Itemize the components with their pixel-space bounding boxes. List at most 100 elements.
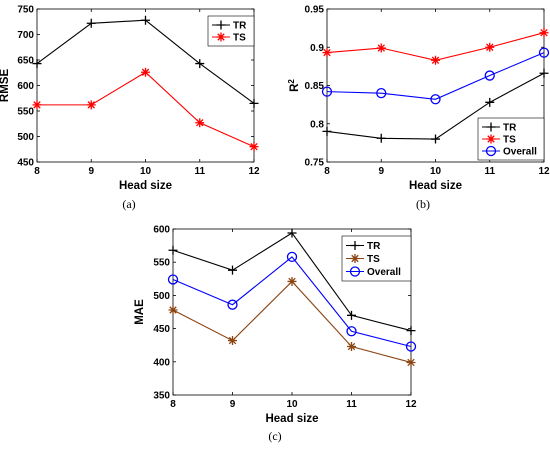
x-tick-label: 10 <box>286 399 298 410</box>
legend-label-ts: TS <box>233 33 246 44</box>
x-tick-label: 11 <box>484 166 495 177</box>
data-point-ts <box>228 336 237 346</box>
y-tick-label: 0.9 <box>310 43 324 54</box>
x-tick-label: 8 <box>34 166 40 177</box>
data-point-tr <box>376 133 386 143</box>
x-tick-label: 8 <box>324 166 330 177</box>
y-axis-label-superscript: 2 <box>287 79 296 84</box>
caption-a: (a) <box>122 197 135 211</box>
y-tick-label: 450 <box>153 324 170 335</box>
data-point-tr <box>141 15 150 25</box>
legend-marker-tr <box>350 241 360 250</box>
data-point-ts <box>539 28 549 38</box>
y-axis-label: RMSE <box>0 69 11 103</box>
data-point-overall <box>484 70 495 81</box>
data-point-tr <box>431 134 440 144</box>
legend-label-tr: TR <box>503 123 517 134</box>
legend-label-overall: Overall <box>367 267 401 278</box>
x-tick-label: 11 <box>194 166 205 177</box>
data-point-ts <box>249 142 259 152</box>
chart-panel-a: 8 9 10 11 12 450 500 550 600 650 700 750 Head size RM… <box>0 5 260 193</box>
y-tick-label: 450 <box>17 158 34 169</box>
data-point-ts <box>86 100 96 110</box>
data-point-tr <box>168 245 178 255</box>
data-point-overall <box>167 274 179 285</box>
data-point-ts <box>376 43 386 53</box>
x-axis-label: Head size <box>409 180 462 192</box>
data-point-overall <box>538 47 550 58</box>
legend-label-ts: TS <box>367 254 380 265</box>
data-point-ts <box>431 55 440 65</box>
x-tick-label: 10 <box>140 166 152 177</box>
data-point-tr <box>228 265 237 275</box>
y-tick-label: 500 <box>153 291 170 302</box>
y-tick-label: 0.8 <box>310 119 324 130</box>
y-tick-label: 0.75 <box>305 158 325 169</box>
legend-marker-overall <box>349 266 361 277</box>
series-line-overall <box>172 256 412 348</box>
caption-b: (b) <box>416 197 430 211</box>
data-point-ts <box>32 100 42 110</box>
y-tick-label: 700 <box>17 30 34 41</box>
legend-box <box>207 15 255 47</box>
data-point-overall <box>405 341 417 352</box>
data-point-ts <box>347 342 356 352</box>
series-line-overall <box>326 52 545 100</box>
legend-marker-overall <box>485 145 497 157</box>
x-tick-label: 9 <box>230 399 236 410</box>
x-axis-label: Head size <box>119 180 172 192</box>
y-tick-label: 750 <box>17 5 34 16</box>
data-point-tr <box>32 59 42 69</box>
legend-label-overall: Overall <box>503 147 537 158</box>
y-axis-label: MAE <box>134 299 146 325</box>
data-point-ts <box>287 276 297 286</box>
data-point-overall <box>286 251 298 263</box>
data-point-tr <box>195 59 205 69</box>
legend-marker-ts <box>350 254 360 263</box>
data-point-tr <box>347 310 356 320</box>
data-point-overall <box>430 94 441 105</box>
legend-marker-ts <box>486 134 496 144</box>
x-tick-label: 9 <box>88 166 94 177</box>
legend-label-ts: TS <box>503 135 516 146</box>
data-point-ts <box>195 118 205 128</box>
y-tick-label: 600 <box>17 81 34 92</box>
y-tick-label: 350 <box>153 391 170 402</box>
chart-panel-c: 8 9 10 11 12 350 400 450 500 550 600 Head size MAE TR… <box>134 225 417 426</box>
x-tick-label: 11 <box>346 399 357 410</box>
legend-marker-tr <box>486 122 496 132</box>
data-point-tr <box>249 98 259 108</box>
y-tick-label: 650 <box>17 56 34 67</box>
x-axis-label: Head size <box>265 413 318 425</box>
x-tick-label: 10 <box>430 166 442 177</box>
x-tick-label: 12 <box>405 399 417 410</box>
data-point-tr <box>539 68 549 78</box>
data-point-ts <box>168 305 178 315</box>
data-point-overall <box>346 326 357 337</box>
legend-label-tr: TR <box>233 21 247 32</box>
y-tick-label: 600 <box>153 225 170 236</box>
data-point-tr <box>406 326 416 336</box>
data-point-overall <box>321 86 333 97</box>
legend-label-tr: TR <box>367 241 381 252</box>
legend-marker-tr <box>216 20 226 30</box>
y-tick-label: 400 <box>153 357 170 368</box>
legend-marker-ts <box>216 32 226 42</box>
data-point-tr <box>287 228 297 238</box>
x-tick-label: 8 <box>170 399 176 410</box>
data-point-overall <box>376 88 387 99</box>
data-point-overall <box>227 299 238 310</box>
y-tick-label: 550 <box>17 107 34 118</box>
y-tick-label: 550 <box>153 258 170 269</box>
x-tick-label: 12 <box>248 166 260 177</box>
x-tick-label: 9 <box>378 166 384 177</box>
data-point-tr <box>485 97 495 107</box>
data-point-ts <box>406 357 416 367</box>
data-point-tr <box>322 126 332 136</box>
y-tick-label: 0.85 <box>305 81 325 92</box>
data-point-ts <box>141 67 150 77</box>
x-tick-label: 12 <box>538 166 550 177</box>
y-tick-label: 0.95 <box>305 5 325 16</box>
